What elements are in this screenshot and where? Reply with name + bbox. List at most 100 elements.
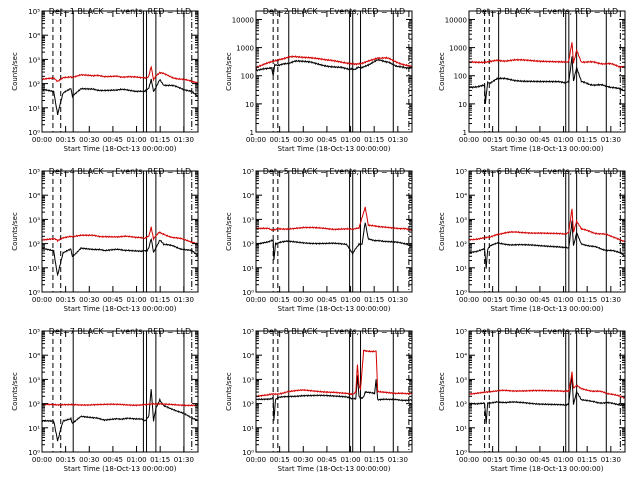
y-tick-label: 10³ <box>28 56 40 64</box>
y-tick-label: 10² <box>455 241 467 249</box>
y-tick-label: 10⁴ <box>28 352 40 360</box>
x-tick-label: 01:30 <box>601 296 621 304</box>
panel-title: Det=3 BLACK = Events, RED = LLD <box>476 7 618 16</box>
y-tick-label: 10² <box>28 81 40 89</box>
panel-det-2: 1 10 100 1000 10000 00:00 00:15 00:30 00:45 01:00… <box>225 7 413 153</box>
y-tick-label: 10⁰ <box>242 289 254 297</box>
x-tick-label: 00:30 <box>506 296 526 304</box>
y-tick-label: 1000 <box>236 45 254 53</box>
lld-series-line <box>41 65 199 84</box>
x-tick-label: 01:15 <box>150 296 170 304</box>
y-tick-label: 10⁴ <box>242 192 254 200</box>
x-tick-label: 01:15 <box>577 296 597 304</box>
lld-series-line <box>41 402 198 407</box>
x-tick-label: 00:15 <box>483 296 503 304</box>
events-series-line <box>255 58 413 76</box>
y-tick-label: 10⁴ <box>455 352 467 360</box>
lld-series-line <box>255 349 413 398</box>
x-tick-label: 00:30 <box>79 456 99 464</box>
x-tick-label: 01:30 <box>601 136 621 144</box>
x-axis-title: Start Time (18-Oct-13 00:00:00) <box>64 465 177 473</box>
x-axis-title: Start Time (18-Oct-13 00:00:00) <box>64 305 177 313</box>
x-tick-label: 00:45 <box>530 136 550 144</box>
plot-frame <box>41 170 199 293</box>
y-tick-label: 10⁴ <box>28 192 40 200</box>
x-tick-label: 01:15 <box>150 456 170 464</box>
x-tick-label: 01:00 <box>553 456 573 464</box>
y-tick-label: 10⁵ <box>242 168 254 176</box>
x-axis-title: Start Time (18-Oct-13 00:00:00) <box>491 145 604 153</box>
y-tick-label: 10000 <box>445 16 467 24</box>
panel-title: Det=5 BLACK = Events, RED = LLD <box>263 167 405 176</box>
plot-frame <box>468 10 626 133</box>
y-axis-title: Counts/sec <box>225 212 233 251</box>
x-tick-label: 00:00 <box>246 136 266 144</box>
plot-frame <box>41 330 199 453</box>
y-tick-label: 10¹ <box>242 425 254 433</box>
y-tick-label: 10⁵ <box>28 8 40 16</box>
x-tick-label: 01:15 <box>364 136 384 144</box>
events-series-line <box>41 78 198 116</box>
plot-frame <box>255 330 413 453</box>
y-tick-label: 10⁰ <box>28 289 40 297</box>
lld-series-line <box>468 371 626 399</box>
plot-frame <box>468 170 626 293</box>
x-tick-label: 01:00 <box>126 296 146 304</box>
x-tick-label: 00:00 <box>32 136 52 144</box>
y-tick-label: 10⁴ <box>242 352 254 360</box>
y-tick-label: 100 <box>454 73 467 81</box>
y-tick-label: 10³ <box>242 216 254 224</box>
x-tick-label: 00:30 <box>79 136 99 144</box>
x-tick-label: 00:00 <box>459 296 479 304</box>
y-tick-label: 10⁵ <box>455 168 467 176</box>
x-tick-label: 01:15 <box>364 296 384 304</box>
events-series-line <box>255 375 413 421</box>
y-tick-label: 10¹ <box>28 265 40 273</box>
y-tick-label: 10² <box>455 401 467 409</box>
y-axis-title: Counts/sec <box>11 212 19 251</box>
x-tick-label: 00:45 <box>530 456 550 464</box>
x-tick-label: 00:15 <box>56 296 76 304</box>
y-tick-label: 10⁵ <box>455 328 467 336</box>
x-tick-label: 01:00 <box>553 136 573 144</box>
x-tick-label: 00:00 <box>32 456 52 464</box>
plot-frame <box>255 10 413 133</box>
panel-title: Det=7 BLACK = Events, RED = LLD <box>49 327 191 336</box>
y-tick-label: 10 <box>245 101 254 109</box>
x-axis-title: Start Time (18-Oct-13 00:00:00) <box>64 145 177 153</box>
x-tick-label: 00:15 <box>483 456 503 464</box>
y-tick-label: 10² <box>28 241 40 249</box>
y-tick-label: 10⁰ <box>455 449 467 457</box>
y-tick-label: 10000 <box>232 16 254 24</box>
y-tick-label: 1000 <box>449 45 467 53</box>
lld-series-line <box>255 206 413 232</box>
y-tick-label: 10⁴ <box>455 192 467 200</box>
x-tick-label: 01:30 <box>388 296 408 304</box>
y-tick-label: 10¹ <box>242 265 254 273</box>
events-series-line <box>468 375 626 424</box>
y-tick-label: 100 <box>241 73 254 81</box>
y-tick-label: 10³ <box>28 216 40 224</box>
x-tick-label: 00:15 <box>56 456 76 464</box>
x-tick-label: 01:00 <box>340 296 360 304</box>
plot-frame <box>255 170 413 293</box>
x-tick-label: 01:30 <box>174 296 194 304</box>
events-series-line <box>468 220 626 269</box>
y-axis-title: Counts/sec <box>438 52 446 91</box>
y-tick-label: 10⁵ <box>28 168 40 176</box>
x-tick-label: 00:30 <box>293 456 313 464</box>
y-tick-label: 10¹ <box>28 425 40 433</box>
x-tick-label: 00:45 <box>317 456 337 464</box>
y-tick-label: 10¹ <box>28 105 40 113</box>
x-tick-label: 00:30 <box>79 296 99 304</box>
panel-title: Det=2 BLACK = Events, RED = LLD <box>263 7 405 16</box>
x-tick-label: 00:30 <box>506 136 526 144</box>
events-series-line <box>255 222 413 260</box>
x-tick-label: 01:30 <box>388 456 408 464</box>
